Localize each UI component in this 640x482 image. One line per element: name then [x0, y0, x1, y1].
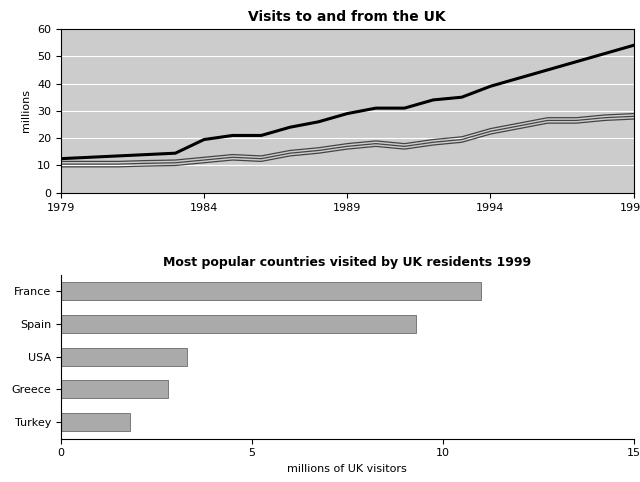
Bar	[61, 413, 129, 431]
Title: Visits to and from the UK: Visits to and from the UK	[248, 10, 446, 24]
Bar	[61, 348, 187, 366]
Bar	[61, 380, 168, 399]
Y-axis label: millions: millions	[21, 89, 31, 133]
Bar	[61, 315, 416, 333]
Title: Most popular countries visited by UK residents 1999: Most popular countries visited by UK res…	[163, 256, 531, 269]
X-axis label: millions of UK visitors: millions of UK visitors	[287, 464, 407, 474]
Bar	[61, 282, 481, 300]
